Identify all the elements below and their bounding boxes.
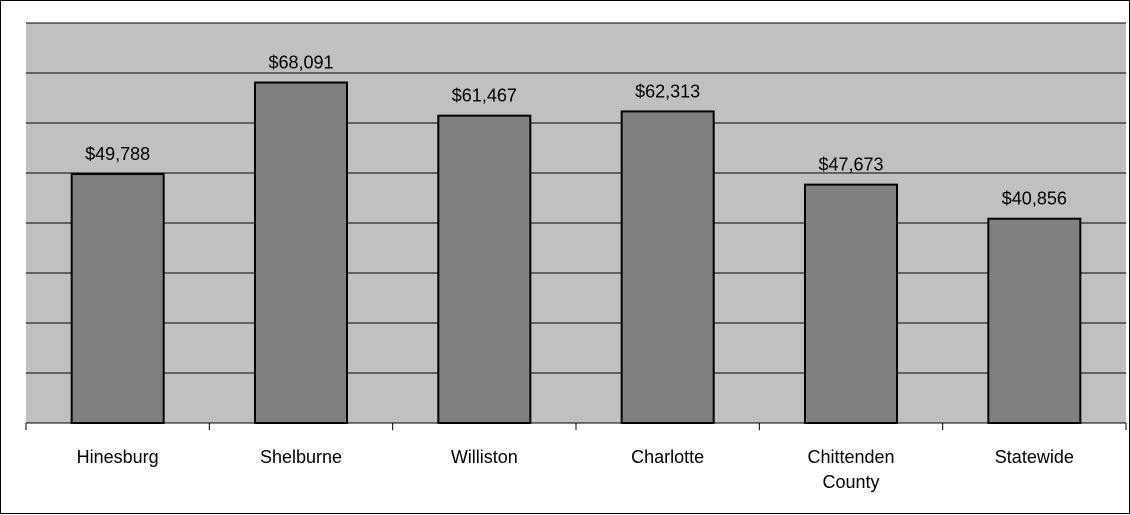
- category-label-line: Chittenden: [807, 447, 894, 467]
- category-label-line: County: [822, 472, 879, 492]
- category-label-line: Hinesburg: [77, 447, 159, 467]
- category-label: Williston: [451, 447, 518, 467]
- category-label: Shelburne: [260, 447, 342, 467]
- category-label-line: Williston: [451, 447, 518, 467]
- category-label: Hinesburg: [77, 447, 159, 467]
- gridlines: [26, 22, 1126, 374]
- bars: [70, 81, 1082, 424]
- category-label-line: Charlotte: [631, 447, 704, 467]
- value-labels: $49,788 $68,091 $61,467 $62,313 $47,673 $40,8…: [85, 53, 1067, 209]
- category-labels: Hinesburg Shelburne Williston Charlotte Chit…: [77, 447, 1074, 492]
- bar: [987, 217, 1082, 424]
- bar: [70, 173, 165, 424]
- value-label: $62,313: [635, 81, 700, 101]
- bar: [620, 110, 715, 424]
- value-label: $47,673: [818, 155, 883, 175]
- category-label: Chittenden County: [807, 447, 894, 492]
- bar: [804, 183, 898, 424]
- value-label: $61,467: [452, 86, 517, 106]
- value-label: $68,091: [268, 53, 333, 73]
- category-label-line: Shelburne: [260, 447, 342, 467]
- bar: [437, 114, 532, 424]
- category-label-line: Statewide: [995, 447, 1074, 467]
- value-label: $40,856: [1002, 189, 1067, 209]
- category-label: Charlotte: [631, 447, 704, 467]
- x-axis-ticks: [25, 423, 1127, 430]
- value-label: $49,788: [85, 144, 150, 164]
- category-label: Statewide: [995, 447, 1074, 467]
- bar: [254, 81, 348, 424]
